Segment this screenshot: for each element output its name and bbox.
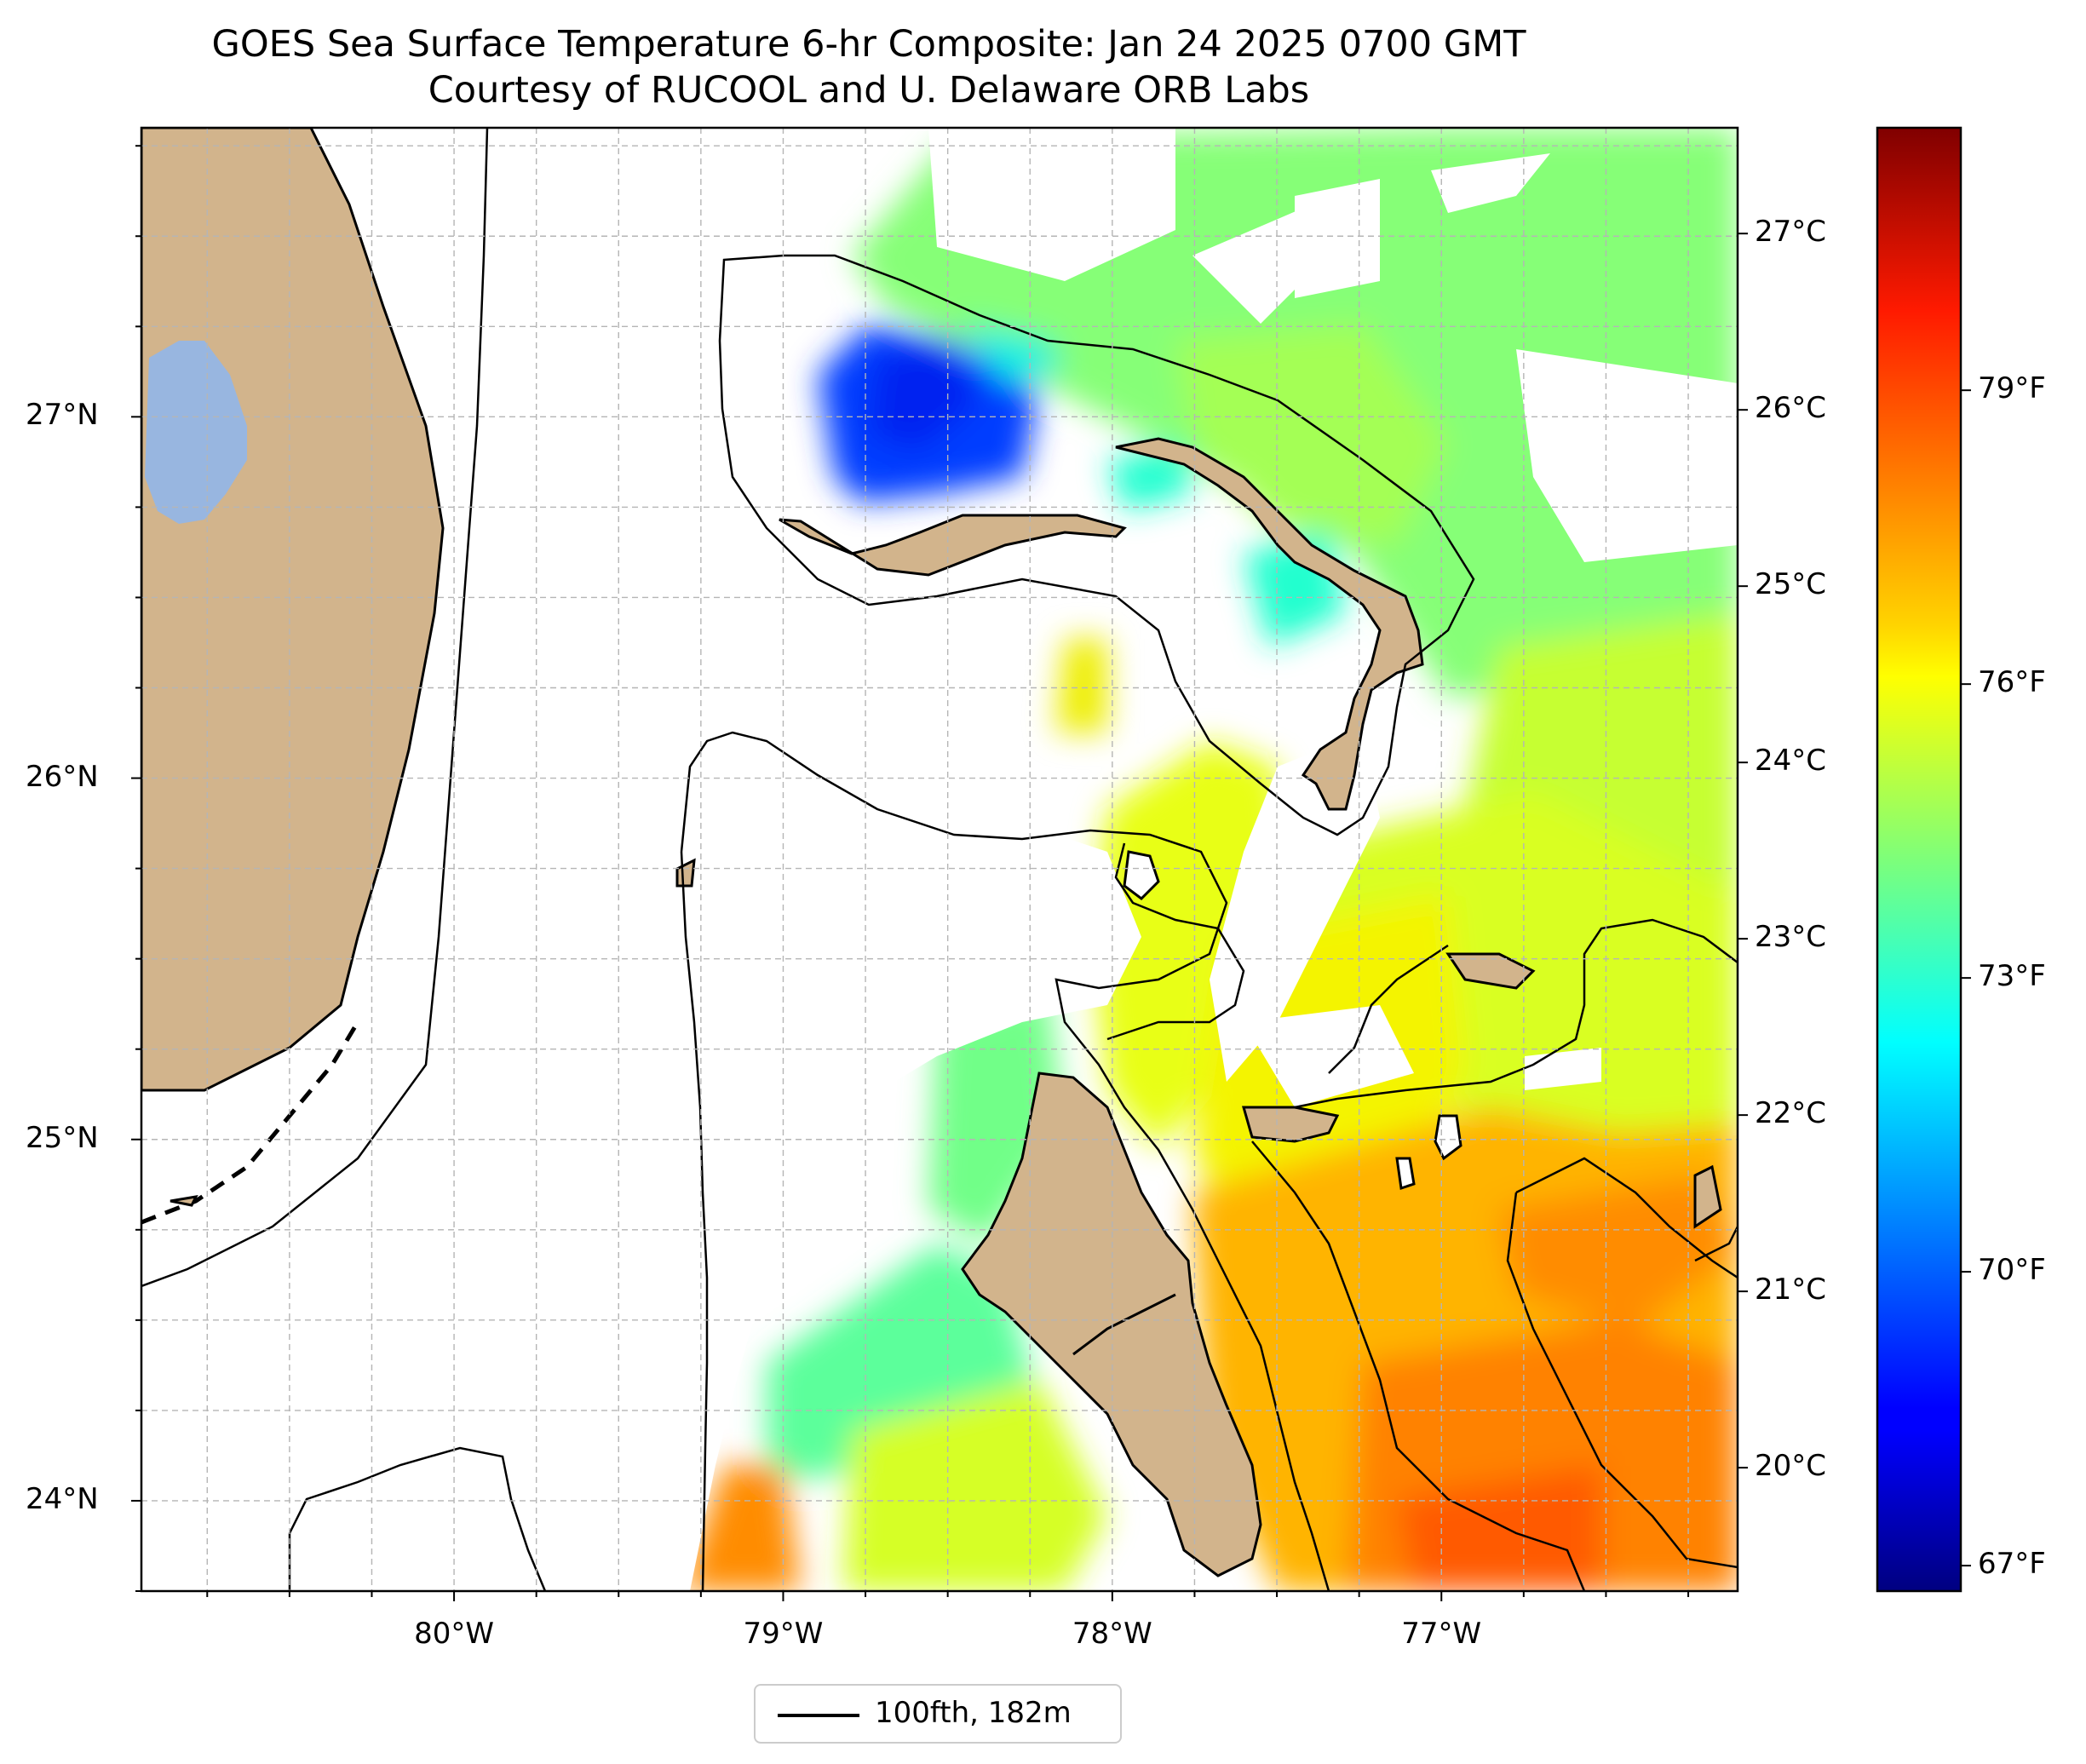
colorbar bbox=[1877, 128, 1961, 1591]
gridlines bbox=[141, 128, 1738, 1592]
celsius-tick-label: 23°C bbox=[1755, 920, 1827, 955]
lat-tick-label: 26°N bbox=[26, 759, 99, 794]
sst-field bbox=[141, 128, 1738, 1591]
legend-label: 100fth, 182m bbox=[875, 1696, 1072, 1730]
map-frame bbox=[140, 126, 1739, 1593]
celsius-tick-label: 24°C bbox=[1755, 744, 1827, 779]
colorbar-frame bbox=[1876, 126, 1962, 1593]
fahrenheit-tick-label: 67°F bbox=[1978, 1547, 2046, 1582]
lat-tick-label: 27°N bbox=[26, 398, 99, 433]
fahrenheit-tick-label: 76°F bbox=[1978, 665, 2046, 700]
fahrenheit-tick-label: 73°F bbox=[1978, 959, 2046, 994]
lon-tick-label: 78°W bbox=[1072, 1617, 1152, 1651]
celsius-tick-label: 21°C bbox=[1755, 1273, 1827, 1307]
lon-tick-label: 80°W bbox=[414, 1617, 494, 1651]
map-title: GOES Sea Surface Temperature 6-hr Compos… bbox=[211, 23, 1526, 66]
map-subtitle: Courtesy of RUCOOL and U. Delaware ORB L… bbox=[428, 69, 1310, 112]
celsius-tick-label: 26°C bbox=[1755, 391, 1827, 426]
lon-tick-label: 77°W bbox=[1401, 1617, 1482, 1651]
celsius-tick-label: 25°C bbox=[1755, 567, 1827, 602]
lat-tick-label: 24°N bbox=[26, 1481, 99, 1516]
colorbar-ticks bbox=[1738, 233, 1971, 1567]
lon-tick-label: 79°W bbox=[743, 1617, 824, 1651]
axis-ticks bbox=[131, 145, 1690, 1601]
celsius-tick-label: 27°C bbox=[1755, 215, 1827, 250]
fahrenheit-tick-label: 79°F bbox=[1978, 371, 2046, 406]
celsius-tick-label: 20°C bbox=[1755, 1449, 1827, 1484]
lat-tick-label: 25°N bbox=[26, 1120, 99, 1155]
fahrenheit-tick-label: 70°F bbox=[1978, 1253, 2046, 1288]
isobath-contours bbox=[141, 128, 1738, 1591]
legend-line-sample bbox=[778, 1714, 859, 1717]
legend: 100fth, 182m bbox=[754, 1684, 1122, 1744]
celsius-tick-label: 22°C bbox=[1755, 1096, 1827, 1131]
